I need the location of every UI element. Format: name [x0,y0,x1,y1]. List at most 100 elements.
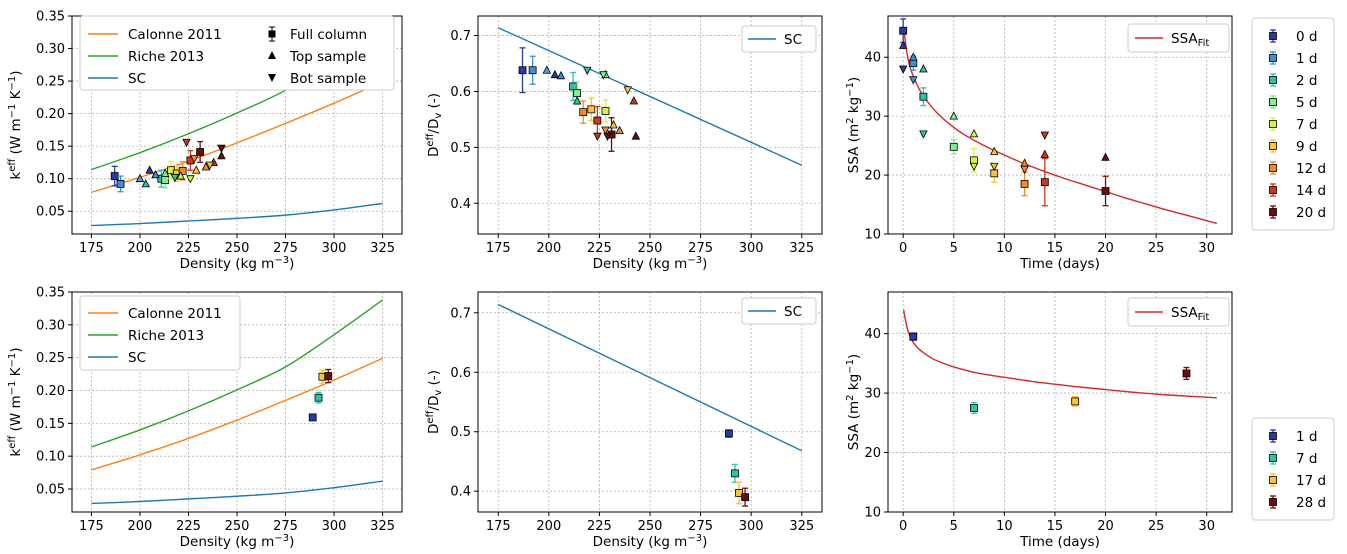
y-tick-label: 0.10 [36,450,65,465]
legend-label-calonne: Calonne 2011 [128,27,222,43]
y-tick-label: 0.15 [36,417,65,432]
legend-top-right: SSAFit [1127,23,1230,53]
legend-label-time: 28 d [1296,495,1326,511]
axes-frame [477,291,823,513]
data-point-square [110,172,119,180]
y-tick-label: 0.05 [36,483,65,498]
legend-label-time: 7 d [1296,451,1317,467]
legend-marker [1269,142,1277,150]
x-tick-label: 250 [638,519,663,534]
data-point-triangle-down [599,71,608,80]
legend-label-time: 7 d [1296,117,1317,133]
data-point-triangle-down [190,155,199,164]
data-point-triangle-down [909,76,918,85]
x-tick-label: 200 [128,519,153,534]
data-points [518,47,641,152]
legend-box [1127,23,1230,53]
x-tick-label: 300 [739,519,764,534]
data-point-triangle-down [170,173,180,183]
data-point-triangle-up [160,168,170,177]
series-line [497,303,803,452]
y-tick-label: 0.6 [450,85,471,100]
axes-frame [887,291,1233,513]
data-point-triangle-up [631,131,641,140]
series-line [91,357,383,471]
data-point-triangle-down [182,138,191,148]
legend-label-time: 20 d [1296,205,1326,221]
x-tick-label: 225 [176,241,201,256]
legend-box [79,295,241,371]
legend-bottom-middle: SC [741,297,817,325]
legend-label-top-sample: Top sample [289,49,366,65]
data-point-triangle-up [145,165,154,174]
data-point-square [314,393,323,402]
data-point-square [919,92,928,101]
series-lines [91,299,383,505]
x-tick-label: 275 [273,241,298,256]
data-point-square [196,148,205,156]
x-tick-label: 325 [370,241,395,256]
legend-marker [1269,164,1277,172]
legend-time-top: 0 d 1 d 2 d 5 d 7 d 9 d 12 d 14 d 20 d [1251,17,1335,231]
y-axis-label: Deff/Dv (-) [425,370,444,434]
x-tick-label: 325 [370,519,395,534]
panel-bottom-left-thermal-conductivity: 175 200 225 250 275 300 325 0.05 0.10 0.15 0.20 0.2… [7,286,403,550]
legend-marker [1269,32,1277,40]
series-lines [902,309,1217,399]
legend-label-full-column: Full column [290,27,367,43]
data-point-square [1071,397,1080,406]
legend-box [1127,297,1230,327]
ticks: 0 5 10 15 20 25 30 10 20 30 40 [864,51,1215,256]
series-line [91,202,383,227]
ticks: 0 5 10 15 20 25 30 10 20 30 40 [864,327,1215,534]
legend-label-sc: SC [784,32,802,48]
data-point-triangle-down [623,86,632,95]
legend-marker-bot-sample [268,74,276,82]
legend-box [741,25,817,53]
data-point-square [518,66,527,75]
data-point-triangle-up [556,70,566,80]
data-point-square [909,332,918,341]
data-point-triangle-down [186,175,195,184]
x-tick-label: 15 [1047,241,1064,256]
x-tick-label: 10 [996,519,1013,534]
data-point-square [587,105,596,114]
legend-marker [1269,498,1277,506]
data-point-triangle-up [201,162,211,171]
legend-label-ssa-fit: SSAFit [1171,31,1209,49]
legend-label-time: 0 d [1296,29,1317,45]
data-point-triangle-down [603,132,612,142]
legend-top-middle: SC [741,25,817,53]
data-point-triangle-up [572,96,582,105]
data-point-square [573,89,582,98]
series-line [497,27,803,166]
legend-label-time: 9 d [1296,139,1317,155]
legend-marker [1269,98,1277,106]
data-point-triangle-up [542,65,552,74]
data-point-square [324,372,333,380]
x-tick-label: 250 [225,519,250,534]
series-line [91,299,383,448]
data-point-triangle-down [217,144,226,153]
legend-marker [1269,454,1277,462]
x-tick-label: 225 [587,241,612,256]
y-tick-label: 0.25 [36,351,65,366]
data-point-square [178,166,187,175]
y-tick-label: 0.05 [36,205,65,220]
ticks: 175 200 225 250 275 300 325 0.4 0.5 0.6 0.7 [450,306,814,534]
y-tick-label: 20 [864,446,881,461]
legend-label-time: 1 d [1296,429,1317,445]
x-tick-label: 20 [1097,519,1114,534]
data-point-square [949,142,958,151]
legend-label-time: 17 d [1296,473,1326,489]
legend-label-riche: Riche 2013 [128,49,204,65]
legend-box [1251,417,1335,521]
legend-label-calonne: Calonne 2011 [128,306,222,322]
data-point-triangle-up [1040,149,1050,158]
data-point-square [161,176,170,184]
data-point-triangle-up [898,40,908,49]
x-tick-label: 275 [688,241,713,256]
legend-label-sc: SC [128,71,146,87]
legend-marker [1269,208,1277,216]
